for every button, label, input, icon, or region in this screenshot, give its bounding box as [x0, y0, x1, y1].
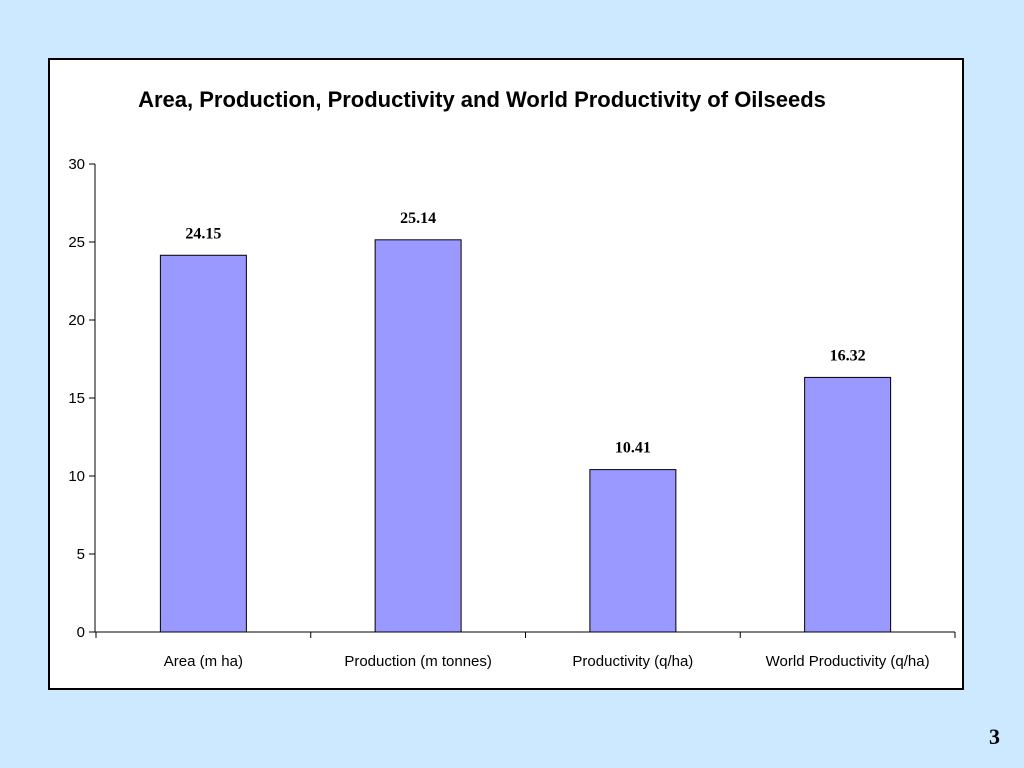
data-label: 25.14: [400, 210, 436, 227]
data-label: 10.41: [615, 440, 651, 457]
y-tick-label: 15: [68, 390, 85, 407]
data-label: 24.15: [185, 225, 221, 242]
y-tick-label: 30: [68, 156, 85, 173]
y-tick-label: 25: [68, 234, 85, 251]
x-category-label: Area (m ha): [164, 653, 243, 670]
page-number: 3: [989, 724, 1000, 749]
bar-2: [374, 239, 462, 633]
chart-title: Area, Production, Productivity and World…: [138, 87, 826, 112]
x-category-label: Productivity (q/ha): [572, 653, 693, 670]
bar-1: [159, 254, 247, 633]
x-category-label: World Productivity (q/ha): [766, 653, 930, 670]
x-category-label: Production (m tonnes): [344, 653, 492, 670]
data-label: 16.32: [830, 347, 866, 364]
y-tick-label: 0: [77, 624, 85, 641]
y-tick-label: 5: [77, 546, 85, 563]
y-tick-label: 10: [68, 468, 85, 485]
bar-3: [589, 469, 677, 633]
chart-frame: Area, Production, Productivity and World…: [48, 58, 964, 690]
bar-chart: Area, Production, Productivity and World…: [68, 87, 956, 670]
y-tick-label: 20: [68, 312, 85, 329]
bar-4: [804, 376, 892, 633]
